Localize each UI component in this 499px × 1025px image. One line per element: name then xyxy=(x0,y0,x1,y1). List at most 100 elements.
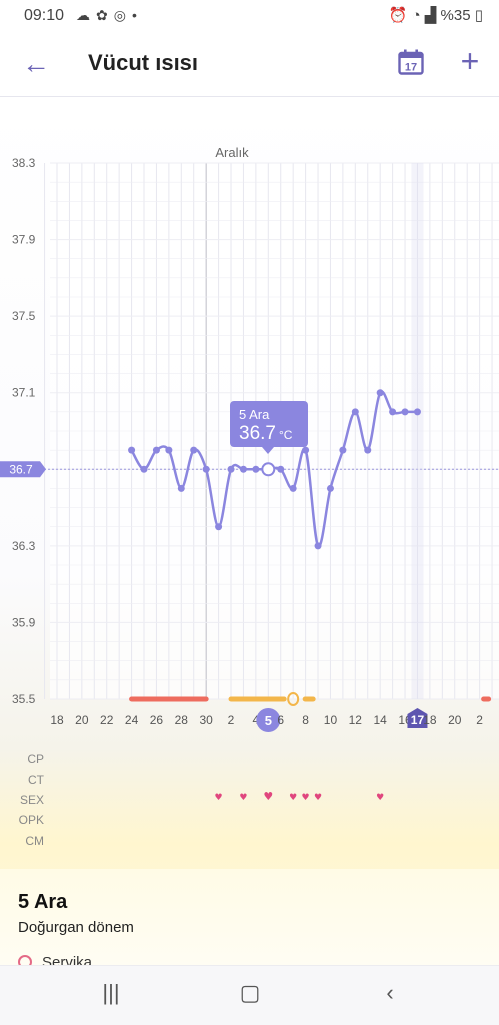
temperature-point xyxy=(128,446,136,454)
cervix-icon xyxy=(18,955,32,965)
x-tick-label: 10 xyxy=(324,713,338,727)
temperature-point xyxy=(413,408,421,416)
y-tick-label: 37.9 xyxy=(12,233,36,247)
status-time: 09:10 xyxy=(24,7,65,24)
y-tick-label: 36.7 xyxy=(9,462,33,476)
today-marker xyxy=(407,708,428,728)
app-bar: ← Vücut ısısı 17 + xyxy=(0,32,499,97)
summary-date: 5 Ara xyxy=(18,891,68,913)
y-tick-label: 36.3 xyxy=(12,539,36,553)
summary-phase: Doğurgan dönem xyxy=(18,919,134,936)
battery-icon: ▯ xyxy=(474,7,483,24)
temperature-point xyxy=(314,542,322,550)
page-title: Vücut ısısı xyxy=(88,50,199,75)
x-tick-label: 2 xyxy=(228,713,235,727)
x-tick-label: 14 xyxy=(374,713,388,727)
battery-text: %35 xyxy=(440,7,471,24)
temperature-point xyxy=(140,465,148,473)
system-nav-bar: ||| ▢ ‹ xyxy=(0,965,499,1025)
row-label-opk: OPK xyxy=(18,813,44,827)
recent-apps-icon[interactable]: ||| xyxy=(102,980,120,1005)
heart-icon: ♥ xyxy=(302,793,310,803)
x-tick-label: 18 xyxy=(50,713,64,727)
row-label-sex: SEX xyxy=(19,793,44,807)
temperature-point xyxy=(401,408,409,416)
heart-icon: ♥ xyxy=(215,793,223,803)
x-tick-label: 22 xyxy=(100,713,114,727)
tooltip-value: 36.7 xyxy=(239,423,276,444)
cloud-icon: ☁ xyxy=(76,7,96,23)
signal-icon: ▟ xyxy=(424,7,437,24)
x-tick-label: 24 xyxy=(125,713,139,727)
y-tick-label: 38.3 xyxy=(12,156,36,170)
x-tick-label: 2 xyxy=(476,713,483,727)
app-icon: ✿ xyxy=(96,7,114,23)
tooltip-date: 5 Ara xyxy=(239,407,270,422)
wifi-icon: ◔ xyxy=(411,7,421,24)
temperature-point xyxy=(364,446,372,454)
temperature-point xyxy=(252,465,260,473)
sex-markers: ♥ ♥ ♥ ♥ ♥ ♥ ♥ xyxy=(215,790,385,803)
x-tick-label: 18 xyxy=(423,713,437,727)
x-tick-label: 12 xyxy=(349,713,363,727)
temperature-chart[interactable]: Aralık 38.337.937.537.136.736.335.935.5 … xyxy=(0,97,499,869)
temperature-point xyxy=(289,484,297,492)
calendar-day: 17 xyxy=(405,62,417,74)
cycle-bars xyxy=(129,692,492,706)
temperature-point xyxy=(152,446,160,454)
temperature-point xyxy=(215,523,223,531)
x-tick-label: 5 xyxy=(265,713,272,728)
instagram-icon: ◎ xyxy=(113,7,132,23)
back-arrow-icon[interactable]: ← xyxy=(22,48,50,79)
x-tick-label: 17 xyxy=(411,713,425,727)
summary-row-label: Servika xyxy=(42,954,93,965)
x-tick-label: 20 xyxy=(75,713,89,727)
value-tooltip: 5 Ara 36.7 °C xyxy=(230,401,308,454)
selected-day-marker xyxy=(256,708,281,732)
temperature-point xyxy=(190,446,198,454)
temperature-point xyxy=(202,465,210,473)
temperature-point xyxy=(339,446,347,454)
back-icon[interactable]: ‹ xyxy=(386,980,394,1005)
summary-row-servika[interactable]: Servika xyxy=(18,954,92,965)
row-label-cm: CM xyxy=(25,834,44,848)
ovulation-marker xyxy=(287,692,300,706)
home-icon[interactable]: ▢ xyxy=(239,980,261,1005)
status-bar: 09:10 ☁✿◎• ⏰ ◔ ▟ %35 ▯ xyxy=(0,0,499,32)
heart-icon: ♥ xyxy=(239,793,247,803)
heart-icon: ♥ xyxy=(314,793,322,803)
calendar-icon[interactable]: 17 xyxy=(398,49,424,75)
y-tick-label: 37.5 xyxy=(12,309,36,323)
x-tick-label: 8 xyxy=(302,713,309,727)
temperature-point xyxy=(351,408,359,416)
temperature-point xyxy=(389,408,397,416)
x-tick-label: 30 xyxy=(199,713,213,727)
status-right-icons: ⏰ ◔ ▟ %35 ▯ xyxy=(389,6,483,24)
x-tick-label: 28 xyxy=(175,713,189,727)
temperature-point xyxy=(227,465,235,473)
x-axis: 18 20 22 24 26 28 30 2 4 5 6 8 10 12 14 16 17 18 20 2 xyxy=(50,708,483,732)
chart-area[interactable]: Aralık 38.3 37.9 37.5 37.1 36.7 36.3 35.9 35.5 … xyxy=(0,97,499,965)
x-tick-label: 26 xyxy=(150,713,164,727)
y-tick-label: 35.5 xyxy=(12,692,36,706)
heart-icon: ♥ xyxy=(289,793,297,803)
row-label-ct: CT xyxy=(28,773,44,787)
y-tick-label: 37.1 xyxy=(12,386,36,400)
heart-icon: ♥ xyxy=(376,793,384,803)
heart-icon: ♥ xyxy=(263,790,273,803)
temperature-point xyxy=(376,389,384,397)
selected-point xyxy=(261,462,276,477)
temperature-point xyxy=(177,484,185,492)
temperature-series xyxy=(128,389,421,550)
temperature-point xyxy=(165,446,173,454)
day-summary-card[interactable]: 5 Ara Doğurgan dönem Servika xyxy=(0,869,499,965)
add-button[interactable]: + xyxy=(460,43,480,79)
row-label-cp: CP xyxy=(27,752,44,766)
y-tick-label: 35.9 xyxy=(12,615,36,629)
x-tick-label: 6 xyxy=(277,713,284,727)
temperature-point xyxy=(302,446,310,454)
alarm-icon: ⏰ xyxy=(388,7,408,24)
y-axis: 38.3 37.9 37.5 37.1 36.7 36.3 35.9 35.5 xyxy=(0,156,46,706)
temperature-point xyxy=(239,465,247,473)
today-column xyxy=(411,163,424,699)
